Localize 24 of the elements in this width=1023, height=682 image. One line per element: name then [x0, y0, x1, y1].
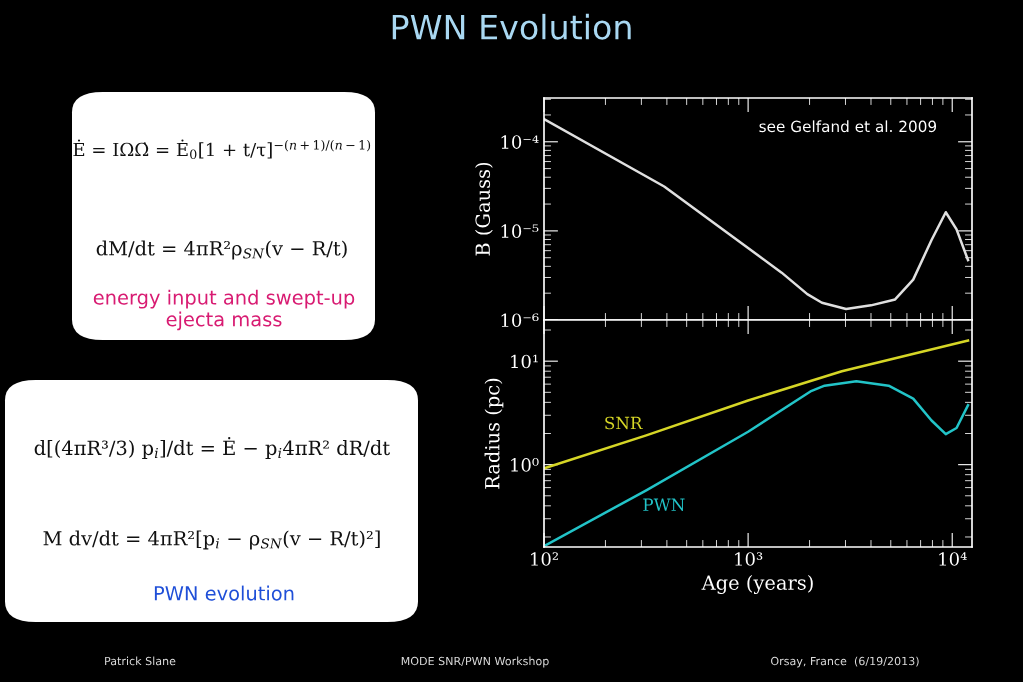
y-tick-label: 10⁻⁵: [501, 224, 539, 239]
y-tick-label: 10⁻⁴: [501, 135, 539, 149]
y-axis-title: B (Gauss): [475, 162, 493, 256]
x-tick-label: 10⁴: [939, 552, 967, 566]
text: Patrick Slane: [105, 656, 176, 666]
series-label: PWN: [643, 498, 685, 511]
text: Orsay, France (6/19/2013): [771, 656, 919, 668]
text: PWN Evolution: [392, 13, 631, 40]
x-axis-title: Age (years): [701, 574, 813, 594]
text: d[(4πR³/3) p$_{i}$]/dt = Ė − p$_{i}$4πR² dR/dt: [34, 437, 390, 459]
y-tick-label: 10⁰: [511, 458, 539, 472]
text: M dv/dt = 4πR²[p$_{i}$ − ρ$_{SN}$(v − R/t)²]: [43, 530, 380, 550]
text: energy input and swept-up ejecta mass: [93, 289, 355, 331]
x-tick-label: 10³: [735, 552, 763, 566]
x-tick-label: 10²: [531, 552, 558, 566]
text: MODE SNR/PWN Workshop: [401, 656, 549, 668]
annotation: see Gelfand et al. 2009: [759, 120, 937, 133]
y-tick-label: 10¹: [511, 354, 538, 369]
text: PWN evolution: [154, 585, 294, 601]
y-tick-label: 10⁻⁶: [501, 313, 539, 328]
text: dM/dt = 4πR²ρ$_{SN}$(v − R/t): [96, 240, 347, 260]
series-label: SNR: [605, 416, 643, 430]
text: Ė = IΩΩ̇ = Ė$_{0}$[1 + t/τ]$^{−(n+1)/(n−1)}$: [73, 139, 371, 160]
y-axis-title: Radius (pc): [484, 378, 504, 489]
